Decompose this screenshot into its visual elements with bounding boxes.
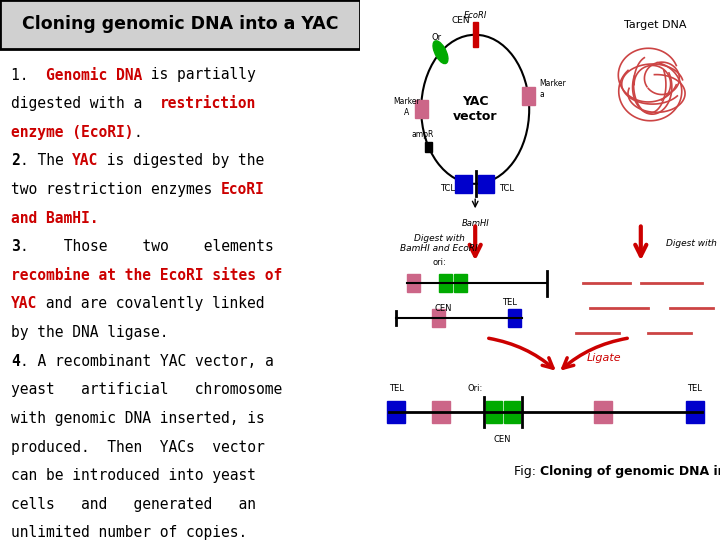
Text: 3: 3	[11, 239, 19, 254]
Text: YAC: YAC	[72, 153, 99, 168]
Text: Marker
A: Marker A	[393, 97, 420, 117]
Text: BamHI: BamHI	[462, 219, 489, 227]
Text: recombine at the EcoRI sites of: recombine at the EcoRI sites of	[11, 268, 282, 283]
Text: Target DNA: Target DNA	[624, 20, 686, 30]
FancyBboxPatch shape	[0, 0, 360, 49]
Text: is partially: is partially	[142, 68, 256, 83]
Bar	[504, 401, 521, 423]
Text: and BamHI.: and BamHI.	[11, 211, 99, 226]
Text: YAC: YAC	[11, 296, 37, 312]
Text: TCL: TCL	[498, 184, 513, 193]
Text: 4: 4	[11, 354, 19, 369]
Text: unlimited number of copies.: unlimited number of copies.	[11, 525, 247, 540]
Text: digested with a: digested with a	[11, 96, 160, 111]
Text: TCL: TCL	[441, 184, 455, 193]
Text: Marker
a: Marker a	[539, 79, 566, 99]
Text: enzyme (EcoRI): enzyme (EcoRI)	[11, 125, 133, 140]
Text: EcoRI: EcoRI	[464, 11, 487, 20]
Text: Or: Or	[432, 33, 442, 42]
Text: .: .	[133, 125, 142, 140]
Text: 1.: 1.	[11, 68, 46, 83]
Text: can be introduced into yeast: can be introduced into yeast	[11, 468, 256, 483]
Bar	[439, 274, 452, 292]
Text: TEL: TEL	[502, 298, 517, 307]
Text: with genomic DNA inserted, is: with genomic DNA inserted, is	[11, 411, 264, 426]
Text: TEL: TEL	[389, 384, 403, 394]
Text: is digested by the: is digested by the	[99, 153, 264, 168]
Text: Digest with
BamHI and EcoRI: Digest with BamHI and EcoRI	[400, 234, 478, 253]
Bar	[522, 87, 535, 105]
Text: EcoRI: EcoRI	[221, 182, 264, 197]
Text: Ligate: Ligate	[587, 353, 621, 363]
Text: yeast   artificial   chromosome: yeast artificial chromosome	[11, 382, 282, 397]
Bar	[486, 401, 503, 423]
Text: by the DNA ligase.: by the DNA ligase.	[11, 325, 168, 340]
Bar	[478, 175, 494, 193]
Text: produced.  Then  YACs  vector: produced. Then YACs vector	[11, 440, 264, 455]
Text: YAC
vector: YAC vector	[453, 95, 498, 123]
Text: ampR: ampR	[412, 130, 434, 139]
Bar	[432, 401, 450, 423]
Text: Genomic DNA: Genomic DNA	[46, 68, 142, 83]
Text: Cloning genomic DNA into a YAC: Cloning genomic DNA into a YAC	[22, 15, 338, 33]
Bar	[454, 274, 467, 292]
Text: and are covalently linked: and are covalently linked	[37, 296, 264, 312]
Text: Digest with EcoRI: Digest with EcoRI	[666, 239, 720, 248]
Text: cells   and   generated   an: cells and generated an	[11, 497, 256, 512]
Bar	[387, 401, 405, 423]
Text: CEN: CEN	[434, 304, 451, 313]
Bar	[685, 401, 703, 423]
Text: CEN: CEN	[451, 16, 470, 25]
Text: . A recombinant YAC vector, a: . A recombinant YAC vector, a	[19, 354, 274, 369]
Bar	[455, 175, 472, 193]
Ellipse shape	[433, 41, 448, 64]
Text: restriction: restriction	[160, 96, 256, 111]
Text: 2: 2	[11, 153, 19, 168]
Bar	[425, 141, 432, 152]
Bar	[508, 309, 521, 327]
Text: TEL: TEL	[688, 384, 702, 394]
Text: ori:: ori:	[432, 258, 446, 267]
Text: two restriction enzymes: two restriction enzymes	[11, 182, 221, 197]
Bar	[594, 401, 612, 423]
Text: CEN: CEN	[493, 435, 511, 444]
Text: Fig:: Fig:	[514, 465, 540, 478]
Bar	[432, 309, 445, 327]
Bar	[407, 274, 420, 292]
Bar	[415, 100, 428, 118]
Text: . The: . The	[19, 153, 72, 168]
Text: Cloning of genomic DNA into a YAC: Cloning of genomic DNA into a YAC	[540, 465, 720, 478]
Text: .    Those    two    elements: . Those two elements	[19, 239, 274, 254]
Text: Ori:: Ori:	[467, 384, 483, 394]
Bar	[473, 22, 478, 47]
